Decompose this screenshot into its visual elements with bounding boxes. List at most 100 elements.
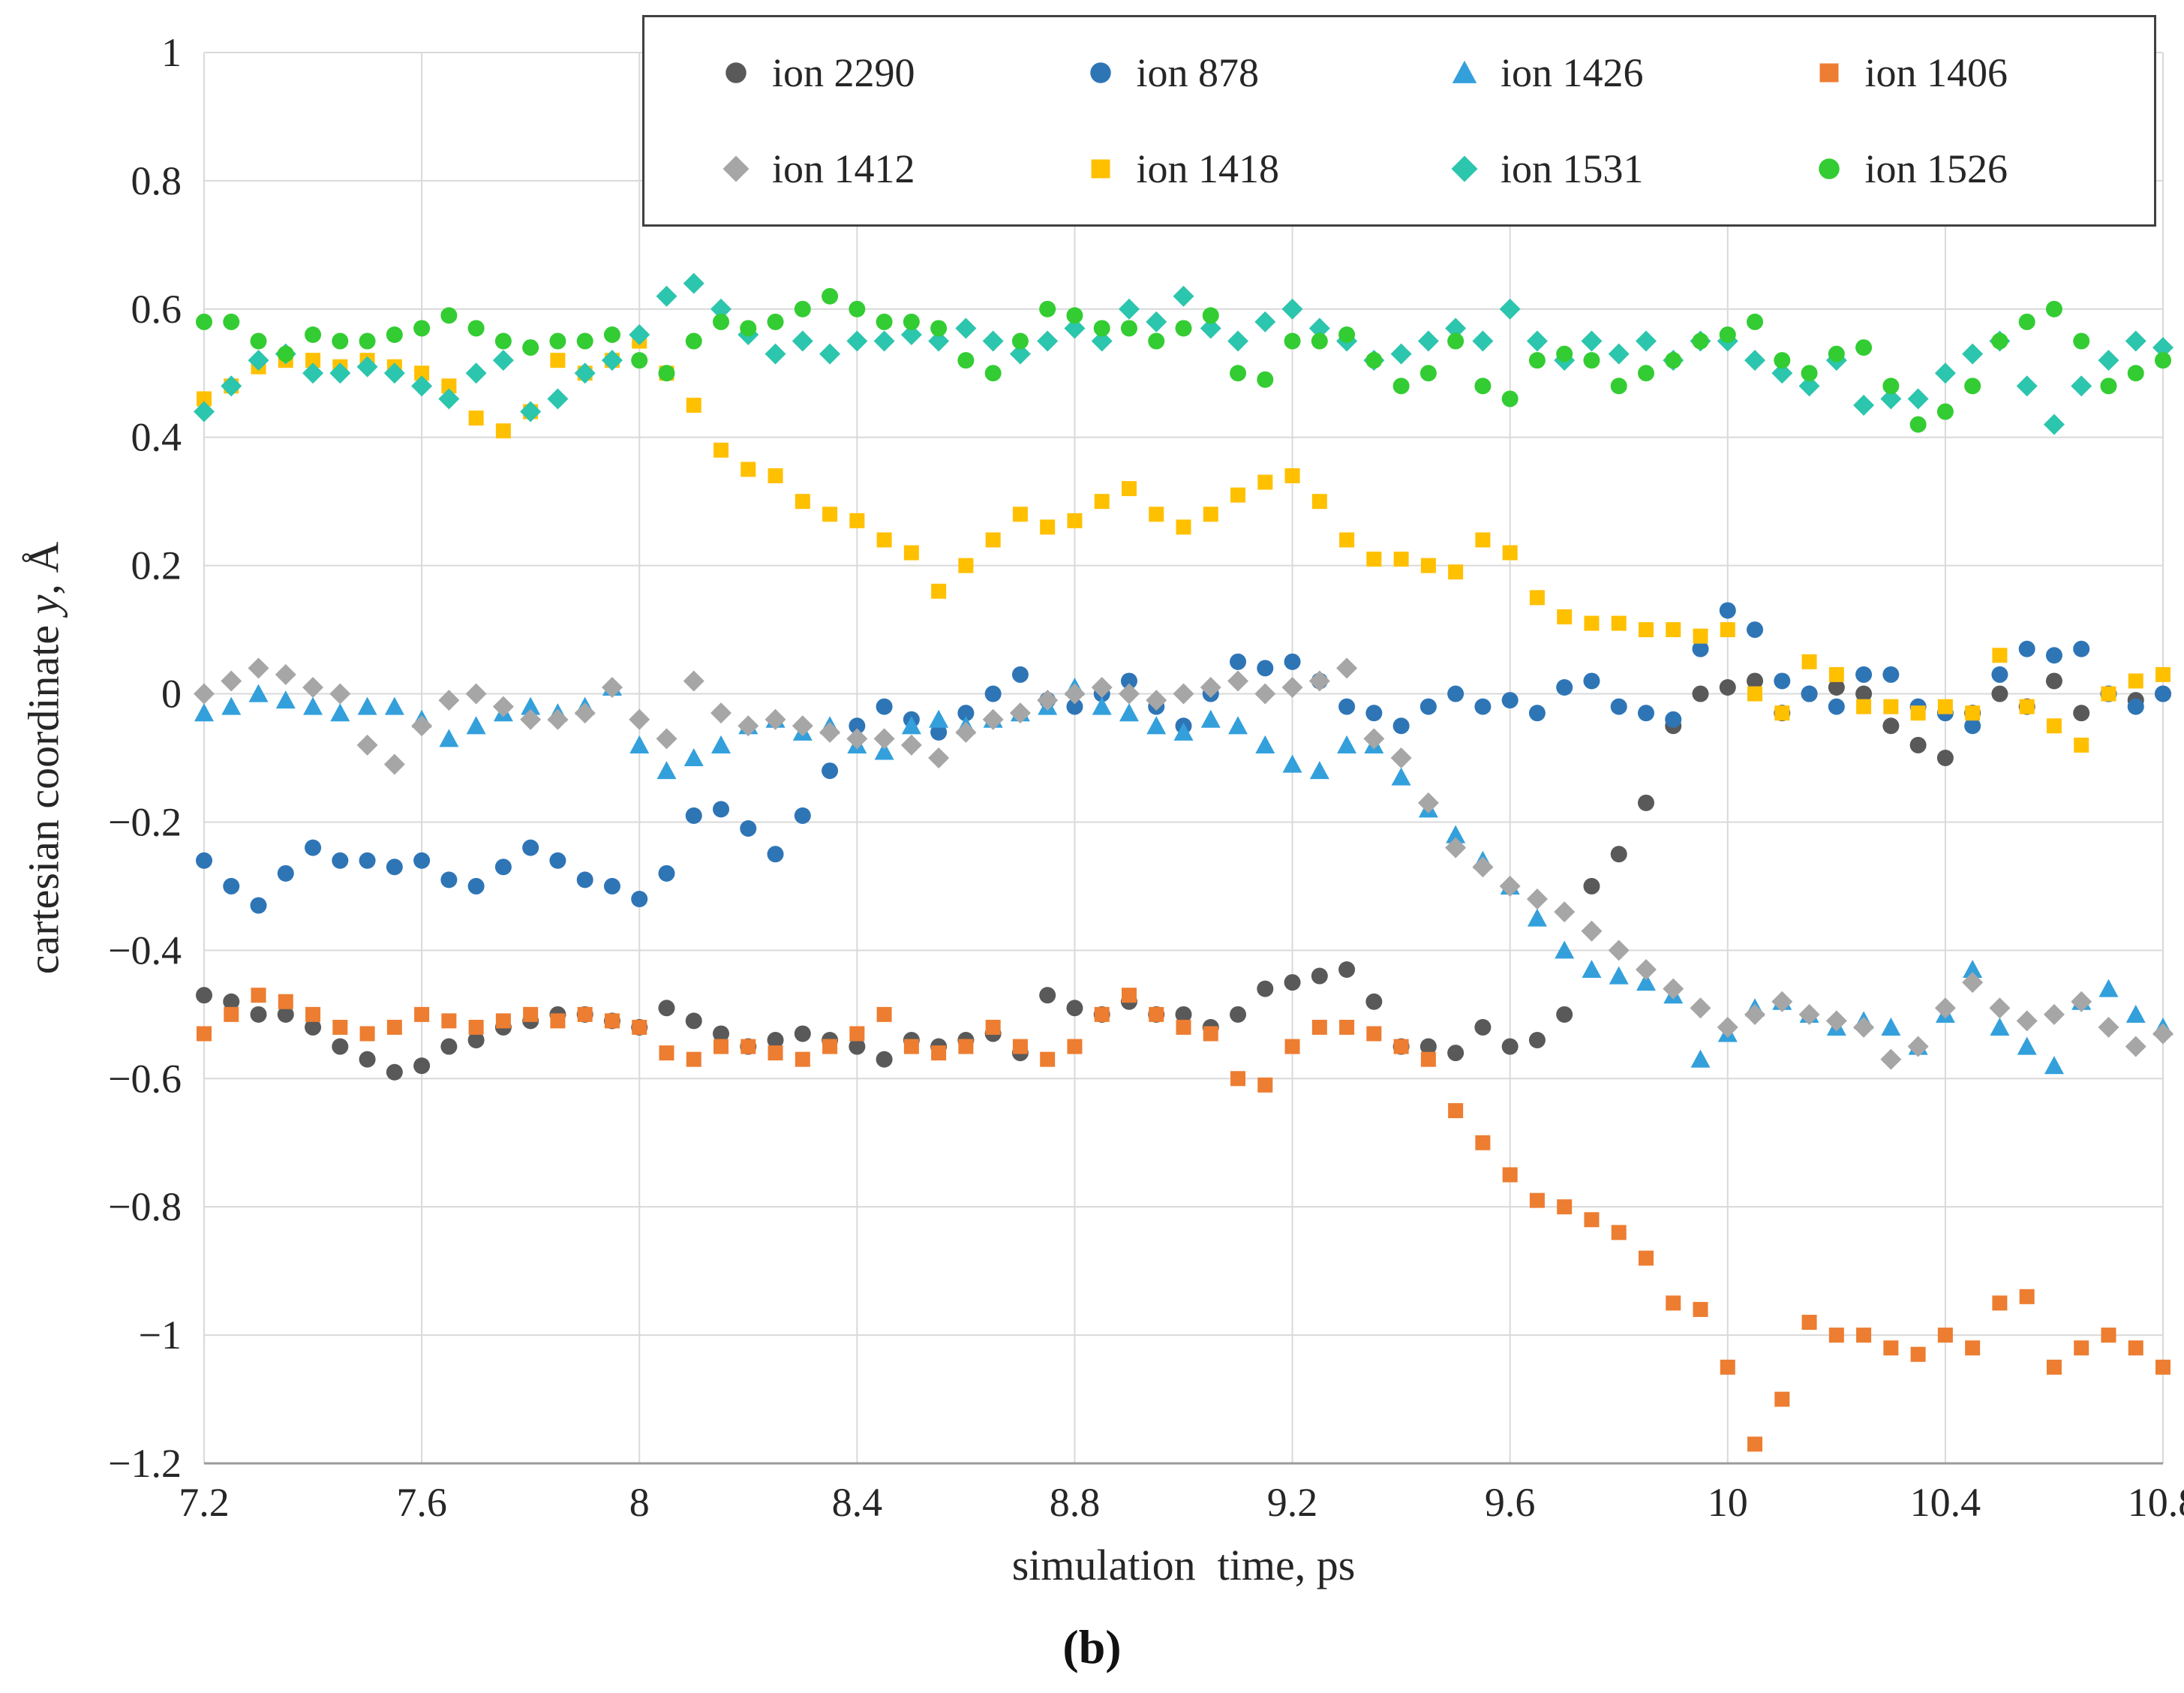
data-point [1120,672,1137,690]
data-point [467,320,485,337]
legend-label: ion 1418 [1136,146,1280,191]
data-point [685,807,702,824]
data-point [1880,1048,1902,1070]
data-point [1690,997,1711,1019]
data-point [1990,1017,2010,1036]
data-point [765,708,786,730]
data-point [1528,1032,1546,1048]
data-point [1608,343,1630,365]
data-point [1556,679,1573,696]
data-point [305,1018,322,1036]
data-point [1092,696,1112,715]
y-tick-label: 0 [161,672,182,717]
data-point [523,1006,539,1022]
figure-caption: (b) [1062,1620,1122,1673]
data-point [1146,690,1167,711]
data-point [795,1051,810,1067]
data-point [1744,1003,1766,1025]
data-point [1093,320,1110,337]
data-point [1529,590,1545,606]
x-axis-title: simulation time, ps [1011,1541,1356,1589]
data-point [768,468,783,483]
data-point [928,330,950,352]
data-point [1501,692,1519,709]
legend-item-ion-1526: ion 1526 [1783,121,2147,217]
data-point [1338,961,1356,978]
data-point [876,1006,892,1022]
data-point [822,507,838,522]
data-point [957,352,975,369]
data-point [413,320,431,337]
data-point [441,378,457,394]
data-point [303,696,323,715]
data-point [2098,350,2119,371]
data-point [1798,1003,1820,1025]
data-point [550,1013,566,1029]
data-point [221,696,242,715]
data-point [658,365,675,382]
data-point [1502,1167,1518,1183]
data-point [332,1038,349,1055]
data-point [2152,337,2173,359]
data-point [494,859,512,876]
diamond-marker-icon [1451,155,1478,182]
data-point [1475,1135,1491,1150]
data-point [794,1025,811,1042]
data-point [1692,332,1709,350]
x-tick-label: 7.2 [179,1480,230,1525]
data-point [1608,940,1630,961]
data-point [467,877,485,895]
data-point [413,852,431,869]
data-point [900,734,922,756]
data-point [1771,991,1793,1012]
data-point [1581,330,1603,352]
data-point [277,865,294,882]
data-point [1937,699,1953,714]
data-point [686,1051,701,1067]
data-point [1693,628,1708,644]
data-point [1720,1359,1735,1375]
data-point [386,1063,403,1081]
data-point [1337,735,1357,753]
data-point [632,1019,647,1035]
data-point [1499,298,1521,320]
data-point [576,871,593,889]
data-point [1363,728,1385,750]
data-point [2098,979,2119,997]
data-point [2046,1359,2062,1375]
data-point [1200,677,1221,698]
circle-marker-icon [1089,62,1111,83]
x-tick-label: 10.4 [1910,1480,1981,1525]
data-point [1393,1039,1409,1054]
data-point [332,332,349,350]
data-point [873,728,895,750]
data-point [984,685,1002,702]
data-point [1801,365,1818,382]
data-point [1173,722,1194,741]
data-point [1094,494,1110,510]
data-point [1747,621,1764,639]
data-point [522,339,539,356]
data-point [1176,519,1191,535]
data-point [1472,330,1494,352]
data-point [1393,552,1409,567]
data-point [383,362,405,384]
data-point [1907,1036,1929,1057]
data-point [1610,377,1627,395]
data-point [329,683,351,705]
data-point [1148,332,1165,350]
data-point [223,993,240,1010]
data-point [2019,699,2035,714]
data-point [1583,352,1600,369]
data-point [1120,320,1137,337]
data-point [1390,343,1412,365]
data-point [359,1026,375,1042]
data-point [1881,1017,1901,1036]
data-point [1907,388,1929,410]
data-point [549,332,566,350]
y-tick-label: −0.4 [108,928,182,973]
data-point [1717,1016,1738,1038]
data-point [1420,1051,1436,1067]
data-point [901,716,921,735]
square-marker-icon [1091,159,1110,179]
